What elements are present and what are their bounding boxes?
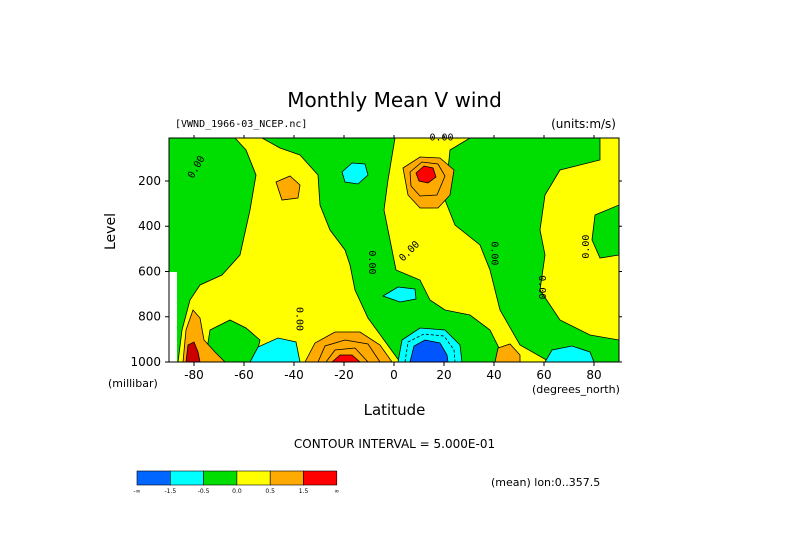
colorbar-label: 0.0: [232, 488, 242, 495]
field-orange-region: [494, 343, 521, 362]
contour-label: 0.00: [294, 307, 305, 331]
missing-data-region: [169, 272, 177, 362]
contour-label: 0.00: [366, 250, 377, 274]
contour-label: 0.00: [429, 132, 453, 143]
contour-interval-text: CONTOUR INTERVAL = 5.000E-01: [293, 437, 496, 451]
field-green-region: [261, 138, 511, 362]
colorbar-label: -0.5: [198, 488, 210, 495]
field-green-region: [169, 138, 257, 362]
contour-line: [325, 347, 369, 362]
x-axis-units: (degrees_north): [532, 383, 620, 396]
x-tick-label: 80: [586, 368, 601, 382]
x-tick-label: -40: [284, 368, 304, 382]
stats-text: (mean) lon:0..357.5: [491, 476, 601, 489]
plot-area: [169, 138, 619, 362]
colorbar-label: 1.5: [299, 488, 309, 495]
y-tick-label: 1000: [130, 355, 161, 369]
field-green-region: [204, 319, 261, 362]
x-axis-label: Latitude: [363, 401, 426, 419]
contour-label: 0.00: [536, 275, 547, 299]
colorbar-label: 0.5: [265, 488, 275, 495]
field-red-region: [185, 341, 201, 362]
field-cyan-region: [249, 337, 301, 362]
y-axis-label: Level: [103, 213, 119, 250]
dataset-label: [VWND_1966-03_NCEP.nc]: [175, 119, 308, 130]
x-tick-label: 40: [486, 368, 501, 382]
field-red-region: [331, 354, 361, 362]
field-red-region: [415, 165, 437, 184]
colorbar-swatch: [303, 470, 338, 486]
y-tick-label: 800: [138, 310, 161, 324]
colorbar-label: ∞: [334, 488, 339, 495]
axis-ticks: -80 -60 -40 -20 0 20 40 60 80 200 400 600 800 1000: [130, 135, 622, 382]
colorbar-swatch: [136, 470, 171, 486]
contour-line: [409, 161, 446, 197]
units-label: (units:m/s): [551, 117, 616, 131]
contour-line: [317, 339, 381, 362]
field-cyan-region: [544, 345, 595, 362]
x-tick-label: 0: [390, 368, 398, 382]
colorbar-label: -∞: [133, 488, 140, 495]
colorbar-swatch: [269, 470, 304, 486]
y-tick-label: 400: [138, 219, 161, 233]
colorbar-swatch: [236, 470, 271, 486]
colorbar: -∞ -1.5 -0.5 0.0 0.5 1.5 ∞: [133, 470, 339, 495]
contour-line: [404, 333, 456, 362]
x-tick-label: 20: [436, 368, 451, 382]
field-cyan-region: [341, 162, 369, 185]
colorbar-swatch: [203, 470, 238, 486]
x-tick-label: -80: [184, 368, 204, 382]
x-tick-label: 60: [536, 368, 551, 382]
y-axis-units: (millibar): [108, 377, 158, 390]
contour-label: 0.00: [489, 241, 500, 265]
chart-title: Monthly Mean V wind: [287, 88, 502, 112]
field-orange-region: [304, 331, 393, 362]
x-tick-label: -60: [234, 368, 254, 382]
field-blue-region: [409, 339, 449, 362]
field-green-region: [444, 138, 619, 362]
x-tick-label: -20: [334, 368, 354, 382]
colorbar-swatch: [170, 470, 204, 486]
field-orange-region: [275, 175, 301, 201]
field-cyan-region: [382, 286, 417, 303]
y-tick-label: 600: [138, 264, 161, 278]
contour-label: 0.00: [581, 235, 592, 259]
field-green-region: [591, 204, 619, 259]
y-tick-label: 200: [138, 174, 161, 188]
colorbar-label: -1.5: [164, 488, 176, 495]
